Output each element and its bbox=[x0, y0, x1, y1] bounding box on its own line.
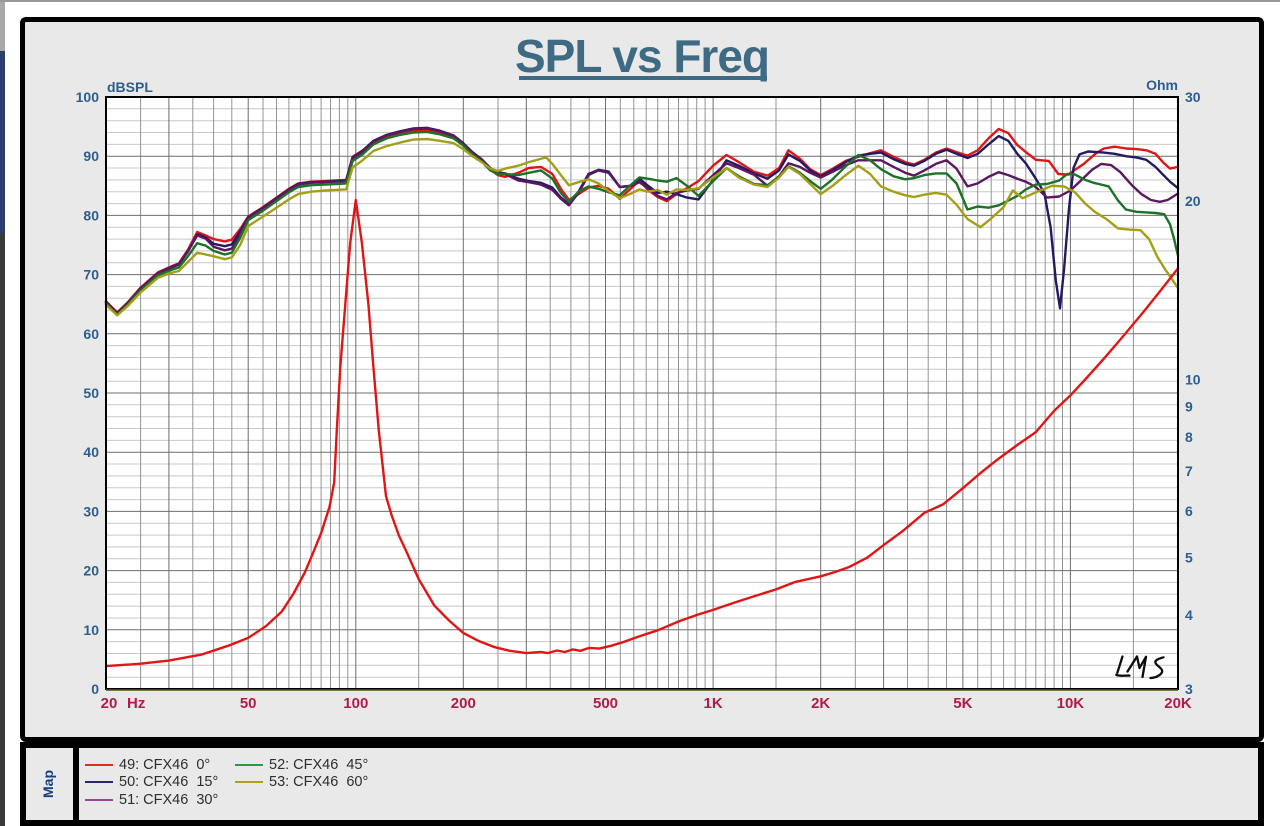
svg-text:200: 200 bbox=[451, 695, 476, 712]
svg-text:100: 100 bbox=[76, 89, 100, 105]
svg-text:4: 4 bbox=[1185, 607, 1193, 623]
svg-text:30: 30 bbox=[1185, 89, 1201, 105]
svg-text:9: 9 bbox=[1185, 399, 1193, 415]
svg-text:5: 5 bbox=[1185, 550, 1193, 566]
svg-text:0: 0 bbox=[91, 681, 99, 697]
svg-text:6: 6 bbox=[1185, 503, 1193, 519]
svg-text:50: 50 bbox=[83, 385, 99, 401]
svg-text:1K: 1K bbox=[704, 695, 723, 712]
svg-text:20: 20 bbox=[83, 563, 99, 579]
svg-text:7: 7 bbox=[1185, 463, 1193, 479]
svg-text:2K: 2K bbox=[811, 695, 830, 712]
svg-text:40: 40 bbox=[83, 444, 99, 460]
svg-text:30: 30 bbox=[83, 503, 99, 519]
svg-text:70: 70 bbox=[83, 267, 99, 283]
svg-text:80: 80 bbox=[83, 207, 99, 223]
svg-text:5K: 5K bbox=[953, 695, 972, 712]
svg-text:dBSPL: dBSPL bbox=[107, 79, 153, 95]
svg-text:Hz: Hz bbox=[127, 695, 145, 712]
svg-text:60: 60 bbox=[83, 326, 99, 342]
svg-text:20K: 20K bbox=[1164, 695, 1192, 712]
svg-text:3: 3 bbox=[1185, 681, 1193, 697]
svg-text:20: 20 bbox=[101, 695, 118, 712]
svg-text:500: 500 bbox=[593, 695, 618, 712]
svg-text:8: 8 bbox=[1185, 429, 1193, 445]
svg-text:10: 10 bbox=[83, 622, 99, 638]
svg-text:50: 50 bbox=[240, 695, 257, 712]
svg-text:90: 90 bbox=[83, 148, 99, 164]
svg-text:20: 20 bbox=[1185, 193, 1201, 209]
svg-text:10: 10 bbox=[1185, 372, 1201, 388]
svg-text:10K: 10K bbox=[1057, 695, 1085, 712]
svg-text:100: 100 bbox=[343, 695, 368, 712]
svg-text:Ohm: Ohm bbox=[1146, 77, 1178, 93]
